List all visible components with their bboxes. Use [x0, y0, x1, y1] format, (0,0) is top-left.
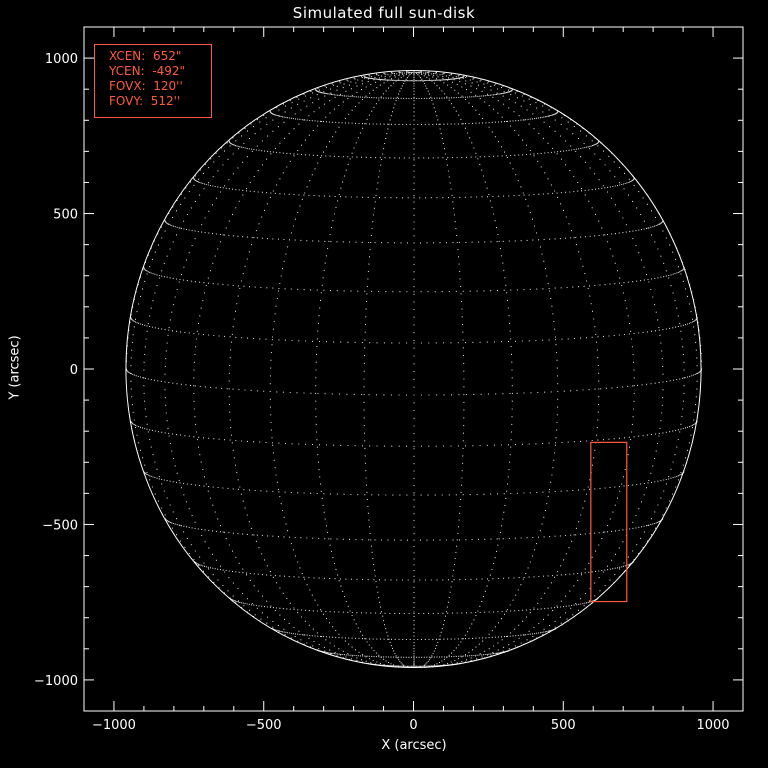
- y-tick-label: 0: [70, 363, 78, 378]
- x-tick-label: 1000: [696, 718, 729, 733]
- y-tick-label: −500: [42, 518, 78, 533]
- fovy-text: FOVY: 512'': [109, 94, 181, 108]
- x-tick-label: 500: [551, 718, 576, 733]
- solar-limb: [125, 70, 702, 668]
- fovx-text: FOVX: 120'': [109, 79, 183, 93]
- x-axis-label: X (arcsec): [381, 738, 447, 753]
- y-tick-label: −1000: [34, 674, 78, 689]
- x-tick-label: 0: [409, 718, 417, 733]
- ycen-text: YCEN: -492": [109, 64, 186, 78]
- pointing-info-box: XCEN: 652" YCEN: -492" FOVX: 120'' FOVY:…: [94, 44, 212, 118]
- x-tick-label: −500: [246, 718, 282, 733]
- heliographic-grid: [125, 71, 703, 668]
- y-axis-label: Y (arcsec): [7, 335, 23, 400]
- x-tick-label: −1000: [92, 718, 136, 733]
- fov-rectangle: [590, 441, 628, 603]
- chart-title: Simulated full sun-disk: [292, 4, 476, 22]
- xcen-text: XCEN: 652": [109, 49, 182, 63]
- y-tick-label: 500: [53, 208, 78, 223]
- y-tick-label: 1000: [45, 52, 78, 67]
